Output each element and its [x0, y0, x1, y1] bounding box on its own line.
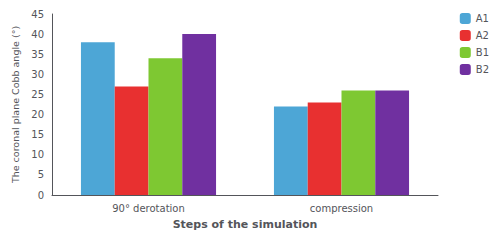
svg-text:15: 15 — [31, 129, 44, 140]
svg-text:A2: A2 — [476, 30, 489, 41]
svg-text:10: 10 — [31, 149, 44, 160]
svg-text:25: 25 — [31, 89, 44, 100]
svg-text:compression: compression — [310, 203, 373, 214]
svg-text:0: 0 — [38, 190, 44, 201]
svg-text:B2: B2 — [476, 64, 489, 75]
svg-text:B1: B1 — [476, 47, 489, 58]
svg-text:40: 40 — [31, 29, 44, 40]
svg-text:30: 30 — [31, 69, 44, 80]
svg-text:45: 45 — [31, 9, 44, 20]
svg-text:90° derotation: 90° derotation — [112, 203, 185, 214]
svg-text:5: 5 — [38, 169, 44, 180]
svg-text:Steps of the simulation: Steps of the simulation — [173, 218, 318, 231]
svg-text:The coronal plane Cobb angle (: The coronal plane Cobb angle (°) — [10, 26, 21, 184]
svg-text:20: 20 — [31, 109, 44, 120]
svg-text:35: 35 — [31, 49, 44, 60]
svg-text:A1: A1 — [476, 13, 489, 24]
